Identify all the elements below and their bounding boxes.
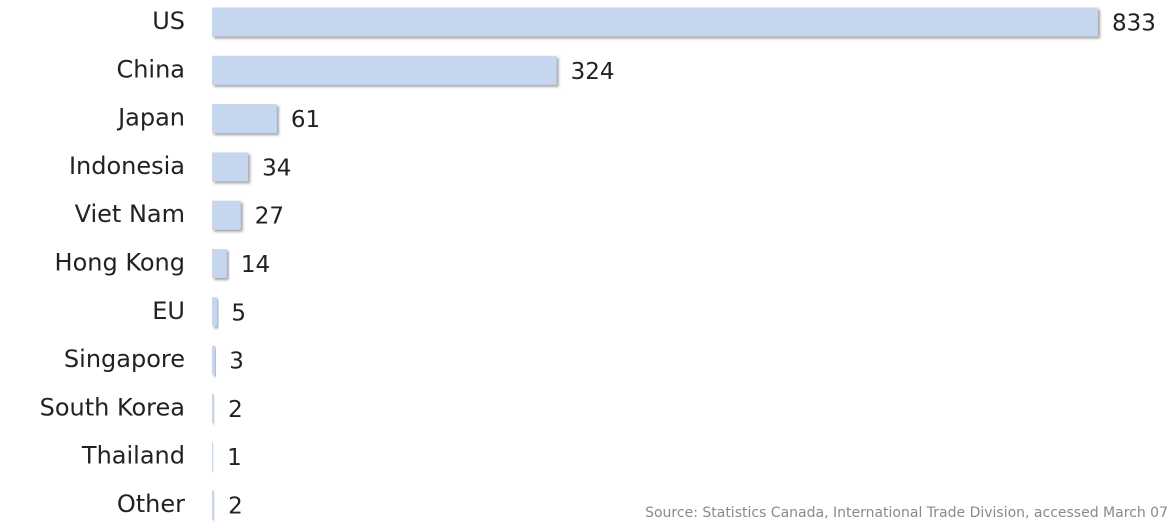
category-label: Viet Nam (75, 200, 185, 228)
category-label: Hong Kong (55, 249, 185, 277)
bar (212, 442, 214, 472)
value-label: 1 (227, 445, 242, 471)
bar (212, 249, 227, 278)
category-label: US (152, 7, 185, 35)
category-label: China (116, 55, 185, 83)
value-label: 3 (229, 349, 244, 375)
bar (212, 152, 249, 182)
bar (212, 200, 241, 230)
category-label: Other (117, 490, 185, 518)
category-label: Japan (116, 104, 185, 132)
category-label: EU (152, 297, 185, 325)
bar (212, 345, 216, 375)
category-label: Thailand (81, 442, 185, 470)
value-label: 34 (262, 155, 291, 181)
bar (212, 393, 215, 423)
bar (212, 55, 557, 85)
bar (212, 297, 218, 327)
value-label: 324 (571, 59, 615, 85)
source-note: Source: Statistics Canada, International… (645, 505, 1168, 521)
value-label: 14 (241, 252, 270, 278)
value-label: 833 (1112, 11, 1156, 37)
bar (212, 7, 1098, 37)
value-label: 2 (228, 494, 243, 520)
bar (212, 490, 215, 520)
value-label: 61 (291, 107, 320, 133)
value-label: 5 (231, 300, 246, 326)
category-label: South Korea (40, 393, 185, 421)
category-label: Indonesia (69, 152, 185, 180)
value-label: 27 (255, 204, 284, 230)
category-label: Singapore (64, 345, 185, 373)
bar (212, 104, 277, 134)
value-label: 2 (228, 397, 243, 423)
